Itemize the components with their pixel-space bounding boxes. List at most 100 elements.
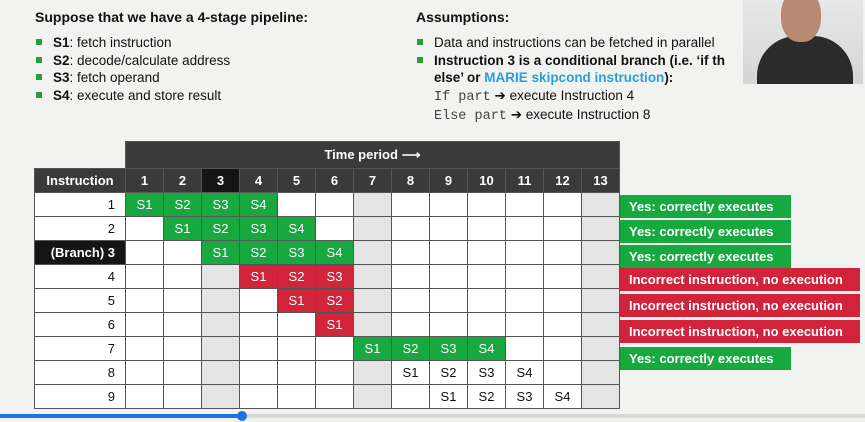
stage-cell [543,336,582,361]
stage-cell [543,216,582,241]
time-header-cell: 5 [277,168,316,193]
stage-cell [239,384,278,409]
stage-cell [505,336,544,361]
assumption-item: Instruction 3 is a conditional branch (i… [415,52,745,70]
stage-cell [163,240,202,265]
stage-cell [277,336,316,361]
stage-cell [429,216,468,241]
table-row: 6 S1 [34,312,620,337]
time-header-cell: 3 [201,168,240,193]
video-progress-bar[interactable] [0,411,865,421]
if-line: If part ➔ execute Instruction 4 [434,87,635,105]
stage-cell [239,312,278,337]
stage-cell [125,216,164,241]
stage-cell [581,288,620,313]
time-header-cell: 11 [505,168,544,193]
stage-cell [201,360,240,385]
video-progress-knob[interactable] [237,411,248,421]
stage-cell [467,216,506,241]
status-incorrect-badge: Incorrect instruction, no execution [620,268,860,291]
stage-cell [429,264,468,289]
stage-cell [505,240,544,265]
stage-cell [391,192,430,217]
time-header-cell: 12 [543,168,582,193]
table-row: 7 S1 S2 S3 S4 [34,336,620,361]
stage-cell: S2 [201,216,240,241]
table-row: 8 S1 S2 S3 S4 [34,360,620,385]
time-header-cell: 6 [315,168,354,193]
stage-cell [125,264,164,289]
instruction-label: (Branch) 3 [34,240,126,265]
time-header-cell: 1 [125,168,164,193]
stage-cell [315,360,354,385]
stage-cell [429,312,468,337]
time-header-cell: 13 [581,168,620,193]
stage-cell [201,312,240,337]
stage-cell [353,192,392,217]
stage-cell [581,360,620,385]
stage-cell: S4 [277,216,316,241]
stage-cell [467,312,506,337]
stage-cell [429,192,468,217]
instruction-label: 8 [34,360,126,385]
stage-cell [543,192,582,217]
table-row: 4 S1 S2 S3 [34,264,620,289]
stage-cell [543,312,582,337]
stage-cell: S2 [429,360,468,385]
stage-cell [277,312,316,337]
stage-cell [125,360,164,385]
stage-cell [201,336,240,361]
assumption-item: Data and instructions can be fetched in … [415,34,745,52]
instruction-label: 5 [34,288,126,313]
stage-cell [163,288,202,313]
stage-cell [505,216,544,241]
instruction-label: 1 [34,192,126,217]
presenter-body [757,36,853,84]
stage-cell [467,264,506,289]
stage-cell [277,360,316,385]
stage-list: S1: fetch instruction S2: decode/calcula… [34,34,230,104]
stage-cell: S2 [467,384,506,409]
stage-cell [353,360,392,385]
stage-cell: S3 [277,240,316,265]
stage-cell [505,288,544,313]
stage-cell: S2 [315,288,354,313]
stage-cell [125,312,164,337]
time-header-cell: 2 [163,168,202,193]
table-row: 9 S1 S2 S3 S4 [34,384,620,409]
stage-cell [467,240,506,265]
stage-cell [581,216,620,241]
stage-cell [353,384,392,409]
stage-cell: S3 [429,336,468,361]
instruction-label: 2 [34,216,126,241]
stage-cell: S1 [315,312,354,337]
assumption-item-cont: else’ or MARIE skipcond instruction): [434,70,674,85]
stage-cell [429,288,468,313]
stage-cell [581,312,620,337]
stage-cell [201,264,240,289]
stage-item: S2: decode/calculate address [34,52,230,70]
bullet-icon [417,56,423,63]
stage-cell [581,240,620,265]
time-header-cell: 7 [353,168,392,193]
stage-cell [391,240,430,265]
stage-item: S1: fetch instruction [34,34,230,52]
stage-cell: S1 [353,336,392,361]
stage-cell [391,216,430,241]
stage-cell [353,312,392,337]
instruction-header: Instruction [34,168,126,193]
pipeline-heading: Suppose that we have a 4-stage pipeline: [35,9,309,25]
stage-cell [353,216,392,241]
stage-cell: S1 [429,384,468,409]
instruction-label: 6 [34,312,126,337]
stage-cell [239,288,278,313]
instruction-label: 7 [34,336,126,361]
stage-cell: S3 [201,192,240,217]
stage-cell: S1 [391,360,430,385]
table-row: (Branch) 3 S1 S2 S3 S4 [34,240,620,265]
stage-cell: S3 [467,360,506,385]
stage-item: S3: fetch operand [34,69,230,87]
stage-cell [543,240,582,265]
stage-cell [125,336,164,361]
stage-cell [391,384,430,409]
